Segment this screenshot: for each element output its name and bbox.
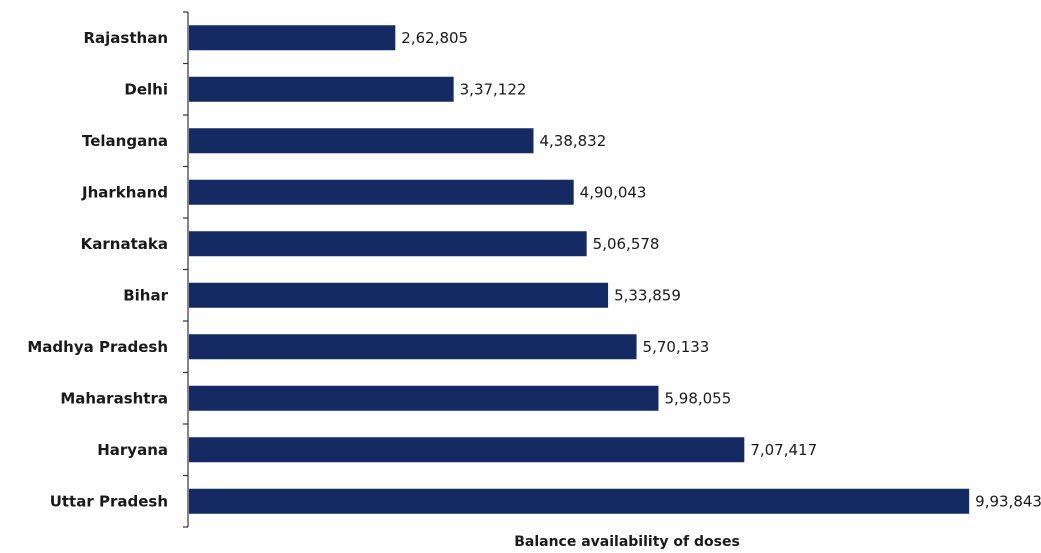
category-label-haryana: Haryana — [97, 441, 168, 459]
category-label-uttar-pradesh: Uttar Pradesh — [50, 492, 168, 510]
value-label-delhi: 3,37,122 — [460, 80, 527, 98]
value-label-telangana: 4,38,832 — [539, 132, 606, 150]
category-label-bihar: Bihar — [123, 286, 168, 304]
bar-jharkhand — [189, 179, 574, 205]
x-axis-title: Balance availability of doses — [514, 534, 740, 550]
bar-bihar — [189, 282, 609, 308]
bar-maharashtra — [189, 385, 659, 411]
bar-karnataka — [189, 231, 587, 257]
y-axis — [183, 11, 189, 528]
value-label-rajasthan: 2,62,805 — [401, 29, 468, 47]
category-labels: Rajasthan Delhi Telangana Jharkhand Karnatak… — [27, 29, 168, 511]
value-label-bihar: 5,33,859 — [614, 286, 681, 304]
category-label-madhya-pradesh: Madhya Pradesh — [27, 338, 168, 356]
category-label-rajasthan: Rajasthan — [83, 29, 168, 47]
value-label-jharkhand: 4,90,043 — [580, 183, 647, 201]
bar-haryana — [189, 437, 745, 463]
bar-uttar-pradesh — [189, 488, 970, 514]
category-label-telangana: Telangana — [82, 132, 168, 150]
bar-delhi — [189, 76, 454, 102]
bar-telangana — [189, 128, 534, 154]
bar-madhya-pradesh — [189, 334, 637, 360]
bar-rajasthan — [189, 25, 396, 51]
value-label-maharashtra: 5,98,055 — [664, 389, 731, 407]
category-label-jharkhand: Jharkhand — [81, 183, 168, 201]
category-label-maharashtra: Maharashtra — [60, 389, 168, 407]
value-label-haryana: 7,07,417 — [750, 441, 817, 459]
category-label-delhi: Delhi — [124, 80, 168, 98]
value-label-uttar-pradesh: 9,93,843 — [975, 492, 1041, 510]
value-label-madhya-pradesh: 5,70,133 — [643, 338, 710, 356]
bars-group — [189, 25, 970, 514]
category-label-karnataka: Karnataka — [81, 235, 168, 253]
value-label-karnataka: 5,06,578 — [593, 235, 660, 253]
value-labels: 2,62,805 3,37,122 4,38,832 4,90,043 5,06,578… — [401, 29, 1041, 511]
